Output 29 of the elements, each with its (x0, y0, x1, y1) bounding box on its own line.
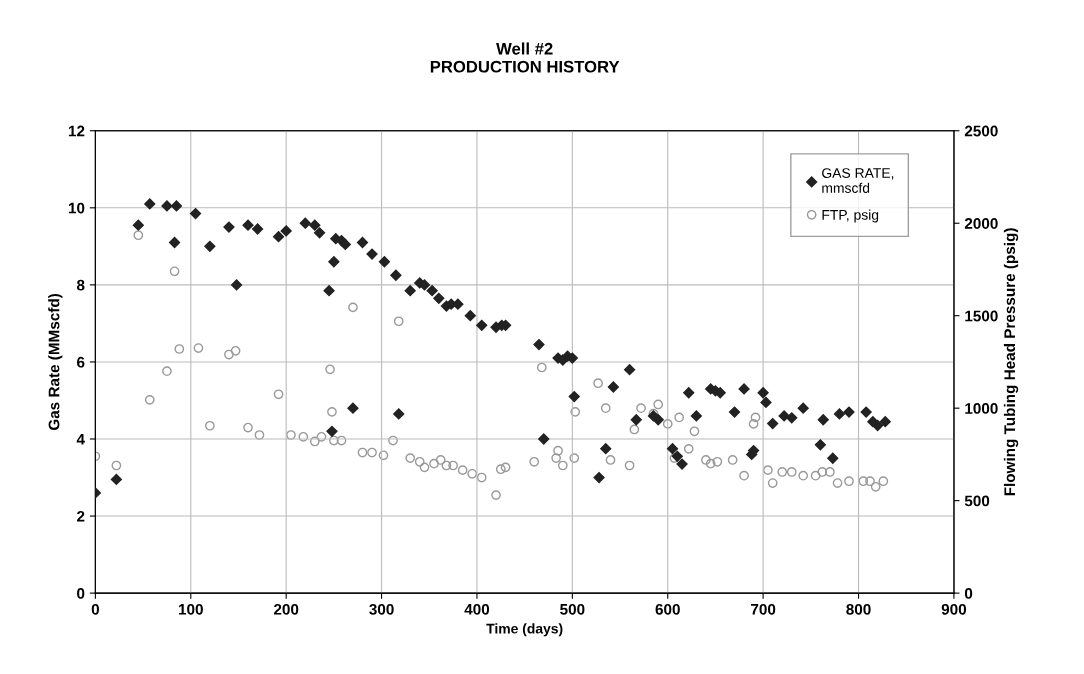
y-tick-label: 2 (77, 510, 85, 522)
y-tick-label: 6 (77, 356, 85, 368)
x-axis-title: Time (days) (486, 623, 563, 637)
x-tick-label: 700 (751, 603, 776, 615)
x-tick-label: 200 (273, 603, 299, 615)
x-tick-label: 800 (846, 603, 871, 615)
legend-label: GAS RATE, mmscfd (822, 168, 894, 193)
y-tick-label: 8 (76, 279, 85, 291)
y2-tick-label: 1000 (965, 403, 998, 414)
y2-axis-title: Flowing Tubing Head Pressure (psig) (1003, 228, 1019, 496)
y2-tick-label: 2000 (964, 218, 998, 229)
y-tick-label: 10 (68, 202, 85, 214)
y-tick-label: 0 (77, 587, 85, 599)
y2-tick-label: 0 (964, 587, 973, 599)
x-tick-label: 100 (179, 603, 203, 615)
x-tick-label: 900 (941, 603, 967, 615)
y2-tick-label: 2500 (964, 125, 998, 137)
y-tick-label: 4 (76, 434, 85, 445)
y-tick-label: 12 (68, 125, 85, 137)
x-tick-label: 500 (560, 603, 585, 615)
legend-label: FTP, psig (822, 209, 879, 223)
x-tick-label: 0 (91, 603, 100, 615)
y2-tick-label: 500 (964, 495, 990, 507)
x-tick-label: 400 (464, 603, 490, 615)
y2-tick-label: 1500 (965, 310, 998, 322)
chart-title: Well #2 PRODUCTION HISTORY (430, 42, 620, 73)
y-axis-title: Gas Rate (MMscfd) (48, 293, 63, 431)
x-tick-label: 300 (369, 603, 394, 615)
x-tick-label: 600 (655, 603, 680, 615)
